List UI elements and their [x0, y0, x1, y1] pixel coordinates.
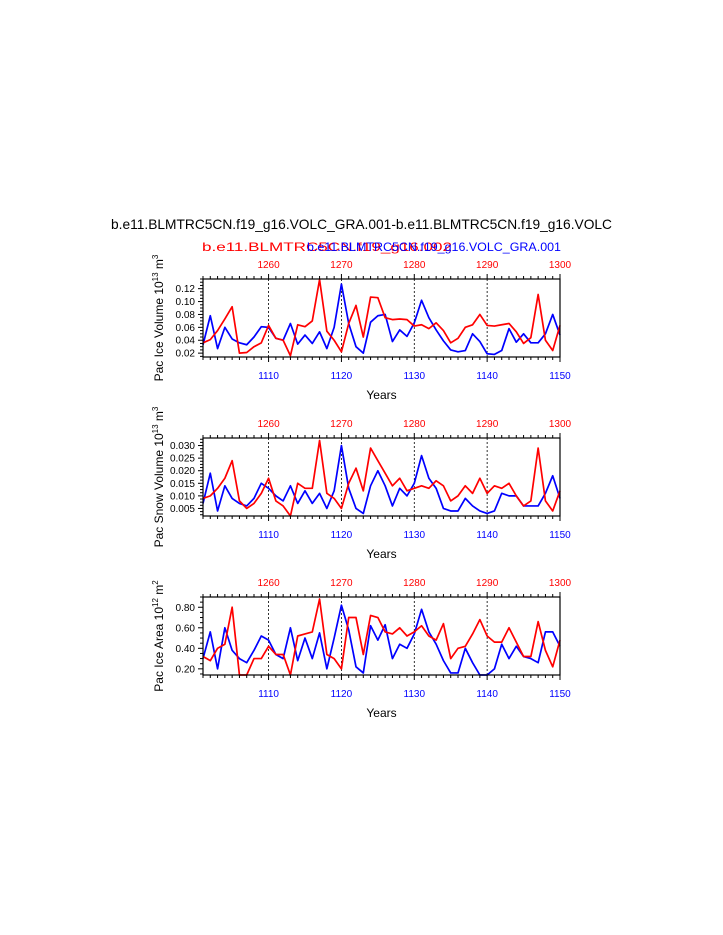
x-top-tick-label: 1290	[476, 578, 499, 589]
x-axis-label: Years	[366, 547, 396, 561]
x-bottom-tick-label: 1110	[258, 371, 279, 382]
y-tick-label: 0.02	[176, 349, 196, 360]
y-tick-label: 0.06	[176, 323, 196, 334]
x-axis-label: Years	[366, 388, 396, 402]
x-top-tick-label: 1280	[403, 419, 426, 430]
figure-title: b.e11.BLMTRC5CN.f19_g16.VOLC_GRA.001-b.e…	[111, 216, 612, 232]
x-bottom-tick-label: 1150	[549, 371, 571, 382]
y-axis-label: Pac Ice Area 1012 m2	[151, 580, 166, 692]
y-tick-label: 0.015	[170, 479, 195, 490]
y-axis-label-part-1: Pac Ice Volume 10	[152, 281, 166, 381]
x-bottom-tick-label: 1120	[331, 689, 353, 700]
x-top-tick-label: 1260	[257, 419, 280, 430]
x-bottom-tick-label: 1110	[258, 530, 279, 541]
y-axis-label-part-1: Pac Snow Volume 10	[152, 433, 166, 547]
x-bottom-tick-label: 1130	[404, 689, 426, 700]
panel-3: 0.20 0.40 0.60 0.80 1110 1120 1130 1140 1150 1260…	[151, 578, 572, 720]
x-bottom-tick-label: 1140	[476, 689, 498, 700]
x-top-tick-label: 1300	[549, 419, 572, 430]
y-tick-label: 0.020	[170, 466, 195, 477]
y-axis-label-part-4: 3	[151, 406, 160, 411]
x-bottom-tick-label: 1130	[404, 530, 426, 541]
x-top-tick-label: 1280	[403, 260, 426, 271]
plot-frame	[202, 596, 561, 676]
y-tick-label: 0.04	[176, 336, 196, 347]
y-axis-label-part-2: 13	[151, 272, 160, 281]
y-tick-label: 0.005	[170, 504, 195, 515]
x-bottom-tick-label: 1120	[331, 371, 353, 382]
y-tick-label: 0.80	[176, 603, 196, 614]
y-axis-label-part-2: 12	[151, 598, 160, 607]
series-line-red	[202, 598, 561, 676]
y-axis-label: Pac Snow Volume 1013 m3	[151, 406, 166, 547]
subtitle-left: b.e11.BLMTRC5CN.f19_g16.002	[202, 240, 452, 254]
y-tick-label: 0.025	[170, 454, 195, 465]
panel-1: 0.02 0.04 0.06 0.08 0.10 0.12 1110 1120 1130 1140…	[151, 254, 572, 402]
x-top-tick-label: 1270	[330, 419, 353, 430]
y-tick-label: 0.12	[176, 284, 196, 295]
series-line-blue	[202, 444, 561, 515]
series-line-red	[202, 439, 561, 517]
y-tick-label: 0.40	[176, 644, 196, 655]
series-line-red	[202, 278, 561, 357]
y-axis-label-part-4: 3	[151, 254, 160, 259]
series-line-blue	[202, 283, 561, 356]
y-axis-label: Pac Ice Volume 1013 m3	[151, 254, 166, 381]
y-tick-label: 0.010	[170, 491, 195, 502]
x-axis-label: Years	[366, 706, 396, 720]
y-axis-label-part-3: m	[152, 259, 166, 272]
y-axis-label-part-3: m	[152, 585, 166, 598]
x-top-tick-label: 1260	[257, 578, 280, 589]
y-tick-label: 0.20	[176, 664, 196, 675]
x-top-tick-label: 1300	[549, 260, 572, 271]
x-top-tick-label: 1280	[403, 578, 426, 589]
y-tick-label: 0.030	[170, 441, 195, 452]
x-top-tick-label: 1260	[257, 260, 280, 271]
y-axis-label-part-1: Pac Ice Area 10	[152, 607, 166, 692]
x-bottom-tick-label: 1130	[404, 371, 426, 382]
x-top-tick-label: 1290	[476, 419, 499, 430]
subtitle-right: b.e11.BLMTRC5CN.f19_g16.VOLC_GRA.001	[307, 240, 561, 254]
y-tick-label: 0.10	[176, 297, 196, 308]
x-bottom-tick-label: 1140	[476, 530, 498, 541]
series-line-blue	[202, 604, 561, 676]
x-bottom-tick-label: 1120	[331, 530, 353, 541]
x-top-tick-label: 1290	[476, 260, 499, 271]
y-axis-label-part-4: 2	[151, 580, 160, 585]
x-top-tick-label: 1300	[549, 578, 572, 589]
x-bottom-tick-label: 1140	[476, 371, 498, 382]
x-top-tick-label: 1270	[330, 578, 353, 589]
y-tick-label: 0.08	[176, 310, 196, 321]
x-bottom-tick-label: 1110	[258, 689, 279, 700]
y-axis-label-part-2: 13	[151, 424, 160, 433]
x-bottom-tick-label: 1150	[549, 530, 571, 541]
y-axis-label-part-3: m	[152, 411, 166, 424]
y-tick-label: 0.60	[176, 623, 196, 634]
x-bottom-tick-label: 1150	[549, 689, 571, 700]
x-top-tick-label: 1270	[330, 260, 353, 271]
